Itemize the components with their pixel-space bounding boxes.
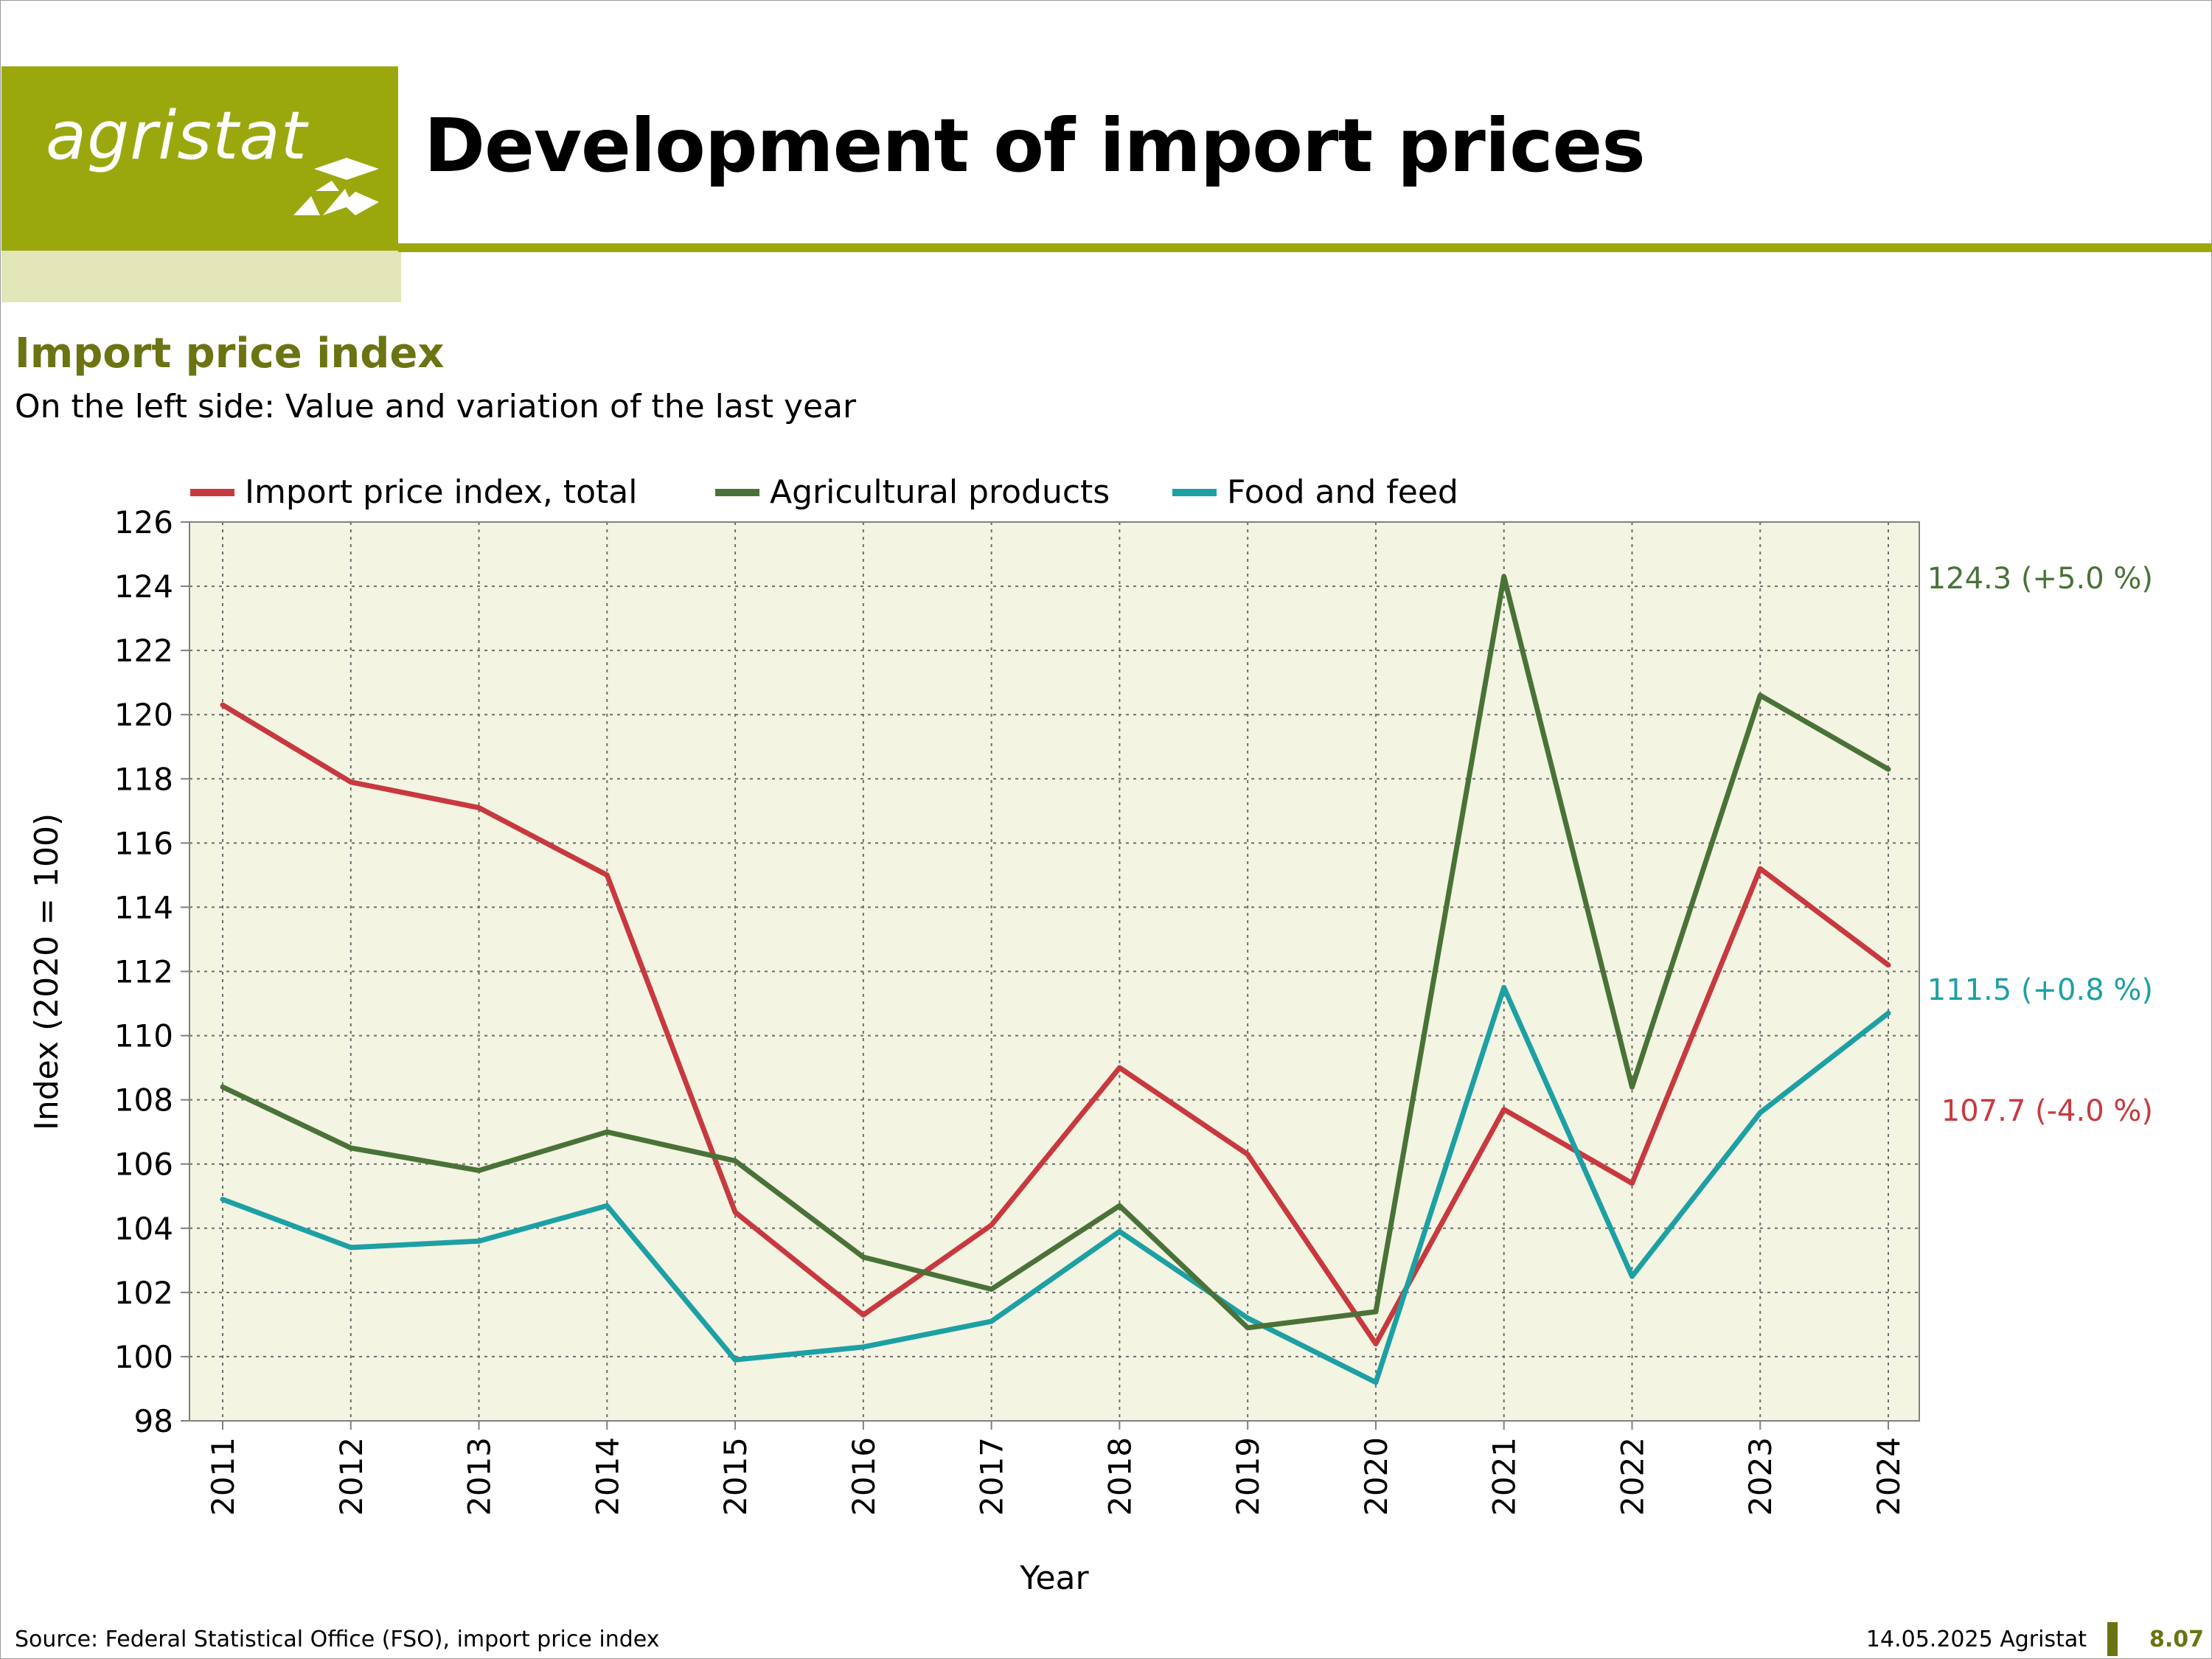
- header-rule: [398, 243, 2212, 252]
- x-tick-label: 2023: [1742, 1437, 1778, 1516]
- x-tick-label: 2024: [1871, 1437, 1907, 1516]
- logo-text: agristat: [46, 97, 307, 175]
- y-tick-label: 114: [114, 889, 173, 925]
- x-tick-label: 2012: [333, 1437, 369, 1516]
- footer-date: 14.05.2025 Agristat: [1865, 1627, 2087, 1652]
- end-labels: 107.7 (-4.0 %) 124.3 (+5.0 %) 111.5 (+0.8 …: [1927, 562, 2153, 1128]
- x-tick-label: 2022: [1614, 1437, 1650, 1516]
- y-tick-label: 108: [114, 1082, 173, 1119]
- x-tick-label: 2016: [846, 1437, 882, 1516]
- series-line: [220, 984, 1891, 1385]
- y-tick-label: 112: [114, 954, 173, 990]
- page-title: Development of import prices: [424, 102, 1646, 189]
- y-tick-label: 124: [114, 568, 173, 605]
- logo-accent-band: [1, 251, 401, 302]
- x-tick-label: 2014: [589, 1437, 625, 1516]
- footer-divider: [2107, 1622, 2118, 1656]
- y-tick-label: 102: [114, 1275, 173, 1311]
- series-end-label: 111.5 (+0.8 %): [1927, 973, 2153, 1007]
- series-end-label: 107.7 (-4.0 %): [1941, 1094, 2153, 1128]
- series-end-label: 124.3 (+5.0 %): [1927, 562, 2153, 596]
- y-axis-title: Index (2020 = 100): [28, 813, 66, 1130]
- y-tick-label: 104: [114, 1211, 173, 1247]
- series-line: [220, 702, 1891, 1347]
- y-tick-label: 106: [114, 1147, 173, 1183]
- x-axis-title: Year: [1019, 1559, 1089, 1597]
- y-tick-label: 122: [114, 633, 173, 669]
- axes: 98 100 102 104 106 108 110 112 114 116 118 120 122 12…: [114, 504, 1920, 1516]
- y-tick-label: 110: [114, 1018, 173, 1054]
- x-tick-label: 2015: [717, 1437, 754, 1516]
- x-tick-label: 2017: [974, 1437, 1010, 1516]
- x-tick-label: 2021: [1486, 1437, 1523, 1516]
- y-tick-label: 118: [114, 761, 173, 797]
- y-tick-label: 126: [114, 504, 173, 540]
- y-tick-label: 120: [114, 697, 173, 733]
- section-subtitle: On the left side: Value and variation of…: [15, 388, 857, 425]
- x-tick-label: 2020: [1358, 1437, 1394, 1516]
- agristat-logo: [1, 66, 398, 251]
- x-tick-label: 2018: [1102, 1437, 1138, 1516]
- legend-label: Food and feed: [1227, 473, 1458, 511]
- logo-diamond-icon: [293, 158, 379, 215]
- series-line: [220, 574, 1891, 1331]
- page-number: 8.07: [2149, 1627, 2205, 1652]
- y-tick-label: 116: [114, 825, 173, 861]
- legend: Import price index, total Agricultural pr…: [190, 473, 1458, 511]
- x-tick-label: 2011: [205, 1437, 241, 1516]
- y-tick-label: 100: [114, 1339, 173, 1375]
- series-lines: [220, 574, 1891, 1385]
- legend-label: Import price index, total: [245, 473, 637, 511]
- section-title: Import price index: [15, 330, 445, 378]
- legend-label: Agricultural products: [770, 473, 1110, 511]
- x-tick-label: 2019: [1230, 1437, 1266, 1516]
- y-tick-label: 98: [134, 1403, 173, 1439]
- x-tick-label: 2013: [462, 1437, 498, 1516]
- footer-source: Source: Federal Statistical Office (FSO)…: [15, 1627, 660, 1652]
